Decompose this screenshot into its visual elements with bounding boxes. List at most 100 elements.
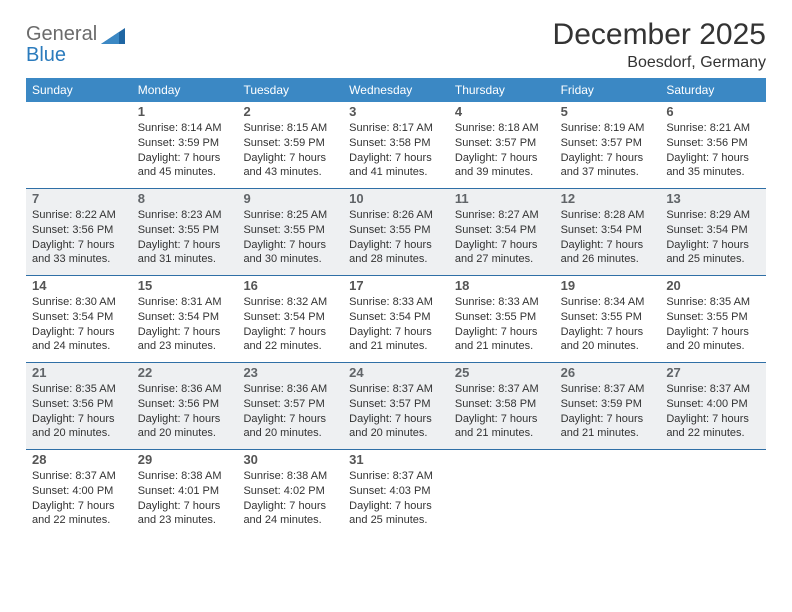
day-cell: 5Sunrise: 8:19 AMSunset: 3:57 PMDaylight… (555, 102, 661, 188)
day-info: Sunrise: 8:23 AMSunset: 3:55 PMDaylight:… (138, 208, 232, 267)
day-info: Sunrise: 8:15 AMSunset: 3:59 PMDaylight:… (243, 121, 337, 180)
day-cell: 17Sunrise: 8:33 AMSunset: 3:54 PMDayligh… (343, 276, 449, 362)
day-info: Sunrise: 8:37 AMSunset: 4:00 PMDaylight:… (666, 382, 760, 441)
sunset-text: Sunset: 3:54 PM (349, 310, 443, 325)
day-number: 21 (32, 365, 126, 382)
day-number: 10 (349, 191, 443, 208)
sunrise-text: Sunrise: 8:37 AM (349, 469, 443, 484)
day-number: 22 (138, 365, 232, 382)
day-cell: 28Sunrise: 8:37 AMSunset: 4:00 PMDayligh… (26, 450, 132, 536)
day-number: 9 (243, 191, 337, 208)
day-info: Sunrise: 8:36 AMSunset: 3:57 PMDaylight:… (243, 382, 337, 441)
sunrise-text: Sunrise: 8:38 AM (243, 469, 337, 484)
daylight-text: Daylight: 7 hours and 37 minutes. (561, 151, 655, 181)
day-number: 12 (561, 191, 655, 208)
sunset-text: Sunset: 3:54 PM (32, 310, 126, 325)
day-info: Sunrise: 8:22 AMSunset: 3:56 PMDaylight:… (32, 208, 126, 267)
daylight-text: Daylight: 7 hours and 35 minutes. (666, 151, 760, 181)
day-info: Sunrise: 8:29 AMSunset: 3:54 PMDaylight:… (666, 208, 760, 267)
day-info: Sunrise: 8:37 AMSunset: 3:57 PMDaylight:… (349, 382, 443, 441)
sunrise-text: Sunrise: 8:33 AM (455, 295, 549, 310)
day-info: Sunrise: 8:17 AMSunset: 3:58 PMDaylight:… (349, 121, 443, 180)
day-info: Sunrise: 8:36 AMSunset: 3:56 PMDaylight:… (138, 382, 232, 441)
daylight-text: Daylight: 7 hours and 43 minutes. (243, 151, 337, 181)
daylight-text: Daylight: 7 hours and 23 minutes. (138, 325, 232, 355)
day-cell: 13Sunrise: 8:29 AMSunset: 3:54 PMDayligh… (660, 189, 766, 275)
day-number: 19 (561, 278, 655, 295)
day-cell: 31Sunrise: 8:37 AMSunset: 4:03 PMDayligh… (343, 450, 449, 536)
sunset-text: Sunset: 3:55 PM (243, 223, 337, 238)
day-info: Sunrise: 8:31 AMSunset: 3:54 PMDaylight:… (138, 295, 232, 354)
day-cell: 26Sunrise: 8:37 AMSunset: 3:59 PMDayligh… (555, 363, 661, 449)
day-cell: 19Sunrise: 8:34 AMSunset: 3:55 PMDayligh… (555, 276, 661, 362)
day-cell: 12Sunrise: 8:28 AMSunset: 3:54 PMDayligh… (555, 189, 661, 275)
daylight-text: Daylight: 7 hours and 20 minutes. (243, 412, 337, 442)
sunset-text: Sunset: 3:54 PM (666, 223, 760, 238)
sunrise-text: Sunrise: 8:34 AM (561, 295, 655, 310)
daylight-text: Daylight: 7 hours and 20 minutes. (349, 412, 443, 442)
brand-word-1: General (26, 23, 97, 45)
weeks-container: 1Sunrise: 8:14 AMSunset: 3:59 PMDaylight… (26, 102, 766, 536)
sunrise-text: Sunrise: 8:36 AM (138, 382, 232, 397)
day-number: 4 (455, 104, 549, 121)
sunset-text: Sunset: 3:55 PM (349, 223, 443, 238)
sunrise-text: Sunrise: 8:31 AM (138, 295, 232, 310)
day-info: Sunrise: 8:18 AMSunset: 3:57 PMDaylight:… (455, 121, 549, 180)
sunrise-text: Sunrise: 8:15 AM (243, 121, 337, 136)
day-cell: 30Sunrise: 8:38 AMSunset: 4:02 PMDayligh… (237, 450, 343, 536)
day-number: 7 (32, 191, 126, 208)
brand-text: General Blue (26, 24, 97, 66)
daylight-text: Daylight: 7 hours and 22 minutes. (666, 412, 760, 442)
dow-row: SundayMondayTuesdayWednesdayThursdayFrid… (26, 78, 766, 102)
day-cell: 25Sunrise: 8:37 AMSunset: 3:58 PMDayligh… (449, 363, 555, 449)
dow-cell: Friday (555, 78, 661, 102)
day-number: 2 (243, 104, 337, 121)
brand-word-2: Blue (26, 44, 66, 66)
daylight-text: Daylight: 7 hours and 21 minutes. (455, 325, 549, 355)
day-cell: 4Sunrise: 8:18 AMSunset: 3:57 PMDaylight… (449, 102, 555, 188)
day-info: Sunrise: 8:38 AMSunset: 4:02 PMDaylight:… (243, 469, 337, 528)
day-info: Sunrise: 8:32 AMSunset: 3:54 PMDaylight:… (243, 295, 337, 354)
day-number: 25 (455, 365, 549, 382)
day-number: 3 (349, 104, 443, 121)
day-cell: 23Sunrise: 8:36 AMSunset: 3:57 PMDayligh… (237, 363, 343, 449)
calendar: SundayMondayTuesdayWednesdayThursdayFrid… (26, 78, 766, 536)
day-number: 16 (243, 278, 337, 295)
sunset-text: Sunset: 4:00 PM (32, 484, 126, 499)
page-title: December 2025 (553, 18, 766, 52)
day-info: Sunrise: 8:35 AMSunset: 3:55 PMDaylight:… (666, 295, 760, 354)
day-cell: 16Sunrise: 8:32 AMSunset: 3:54 PMDayligh… (237, 276, 343, 362)
day-cell: 24Sunrise: 8:37 AMSunset: 3:57 PMDayligh… (343, 363, 449, 449)
daylight-text: Daylight: 7 hours and 39 minutes. (455, 151, 549, 181)
sunrise-text: Sunrise: 8:37 AM (32, 469, 126, 484)
daylight-text: Daylight: 7 hours and 21 minutes. (349, 325, 443, 355)
day-number: 6 (666, 104, 760, 121)
sunrise-text: Sunrise: 8:26 AM (349, 208, 443, 223)
sunset-text: Sunset: 3:56 PM (32, 397, 126, 412)
day-cell: 18Sunrise: 8:33 AMSunset: 3:55 PMDayligh… (449, 276, 555, 362)
sunrise-text: Sunrise: 8:37 AM (455, 382, 549, 397)
sunset-text: Sunset: 4:00 PM (666, 397, 760, 412)
sunset-text: Sunset: 4:01 PM (138, 484, 232, 499)
week-row: 21Sunrise: 8:35 AMSunset: 3:56 PM Dayligh… (26, 363, 766, 450)
week-row: 14Sunrise: 8:30 AMSunset: 3:54 PMDayligh… (26, 276, 766, 363)
day-cell: 6Sunrise: 8:21 AMSunset: 3:56 PMDaylight… (660, 102, 766, 188)
day-info: Sunrise: 8:27 AMSunset: 3:54 PMDaylight:… (455, 208, 549, 267)
day-info: Sunrise: 8:25 AMSunset: 3:55 PMDaylight:… (243, 208, 337, 267)
day-info: Sunrise: 8:33 AMSunset: 3:55 PMDaylight:… (455, 295, 549, 354)
daylight-text: Daylight: 7 hours and 30 minutes. (243, 238, 337, 268)
sunrise-text: Sunrise: 8:36 AM (243, 382, 337, 397)
sunset-text: Sunset: 3:56 PM (666, 136, 760, 151)
sunrise-text: Sunrise: 8:38 AM (138, 469, 232, 484)
day-number: 20 (666, 278, 760, 295)
dow-cell: Tuesday (237, 78, 343, 102)
week-row: 28Sunrise: 8:37 AMSunset: 4:00 PMDayligh… (26, 450, 766, 536)
week-row: 1Sunrise: 8:14 AMSunset: 3:59 PMDaylight… (26, 102, 766, 189)
sunset-text: Sunset: 3:59 PM (138, 136, 232, 151)
day-info: Sunrise: 8:19 AMSunset: 3:57 PMDaylight:… (561, 121, 655, 180)
day-number: 29 (138, 452, 232, 469)
sunrise-text: Sunrise: 8:35 AM (666, 295, 760, 310)
day-info: Sunrise: 8:26 AMSunset: 3:55 PMDaylight:… (349, 208, 443, 267)
sunrise-text: Sunrise: 8:35 AM (32, 382, 126, 397)
sunrise-text: Sunrise: 8:29 AM (666, 208, 760, 223)
